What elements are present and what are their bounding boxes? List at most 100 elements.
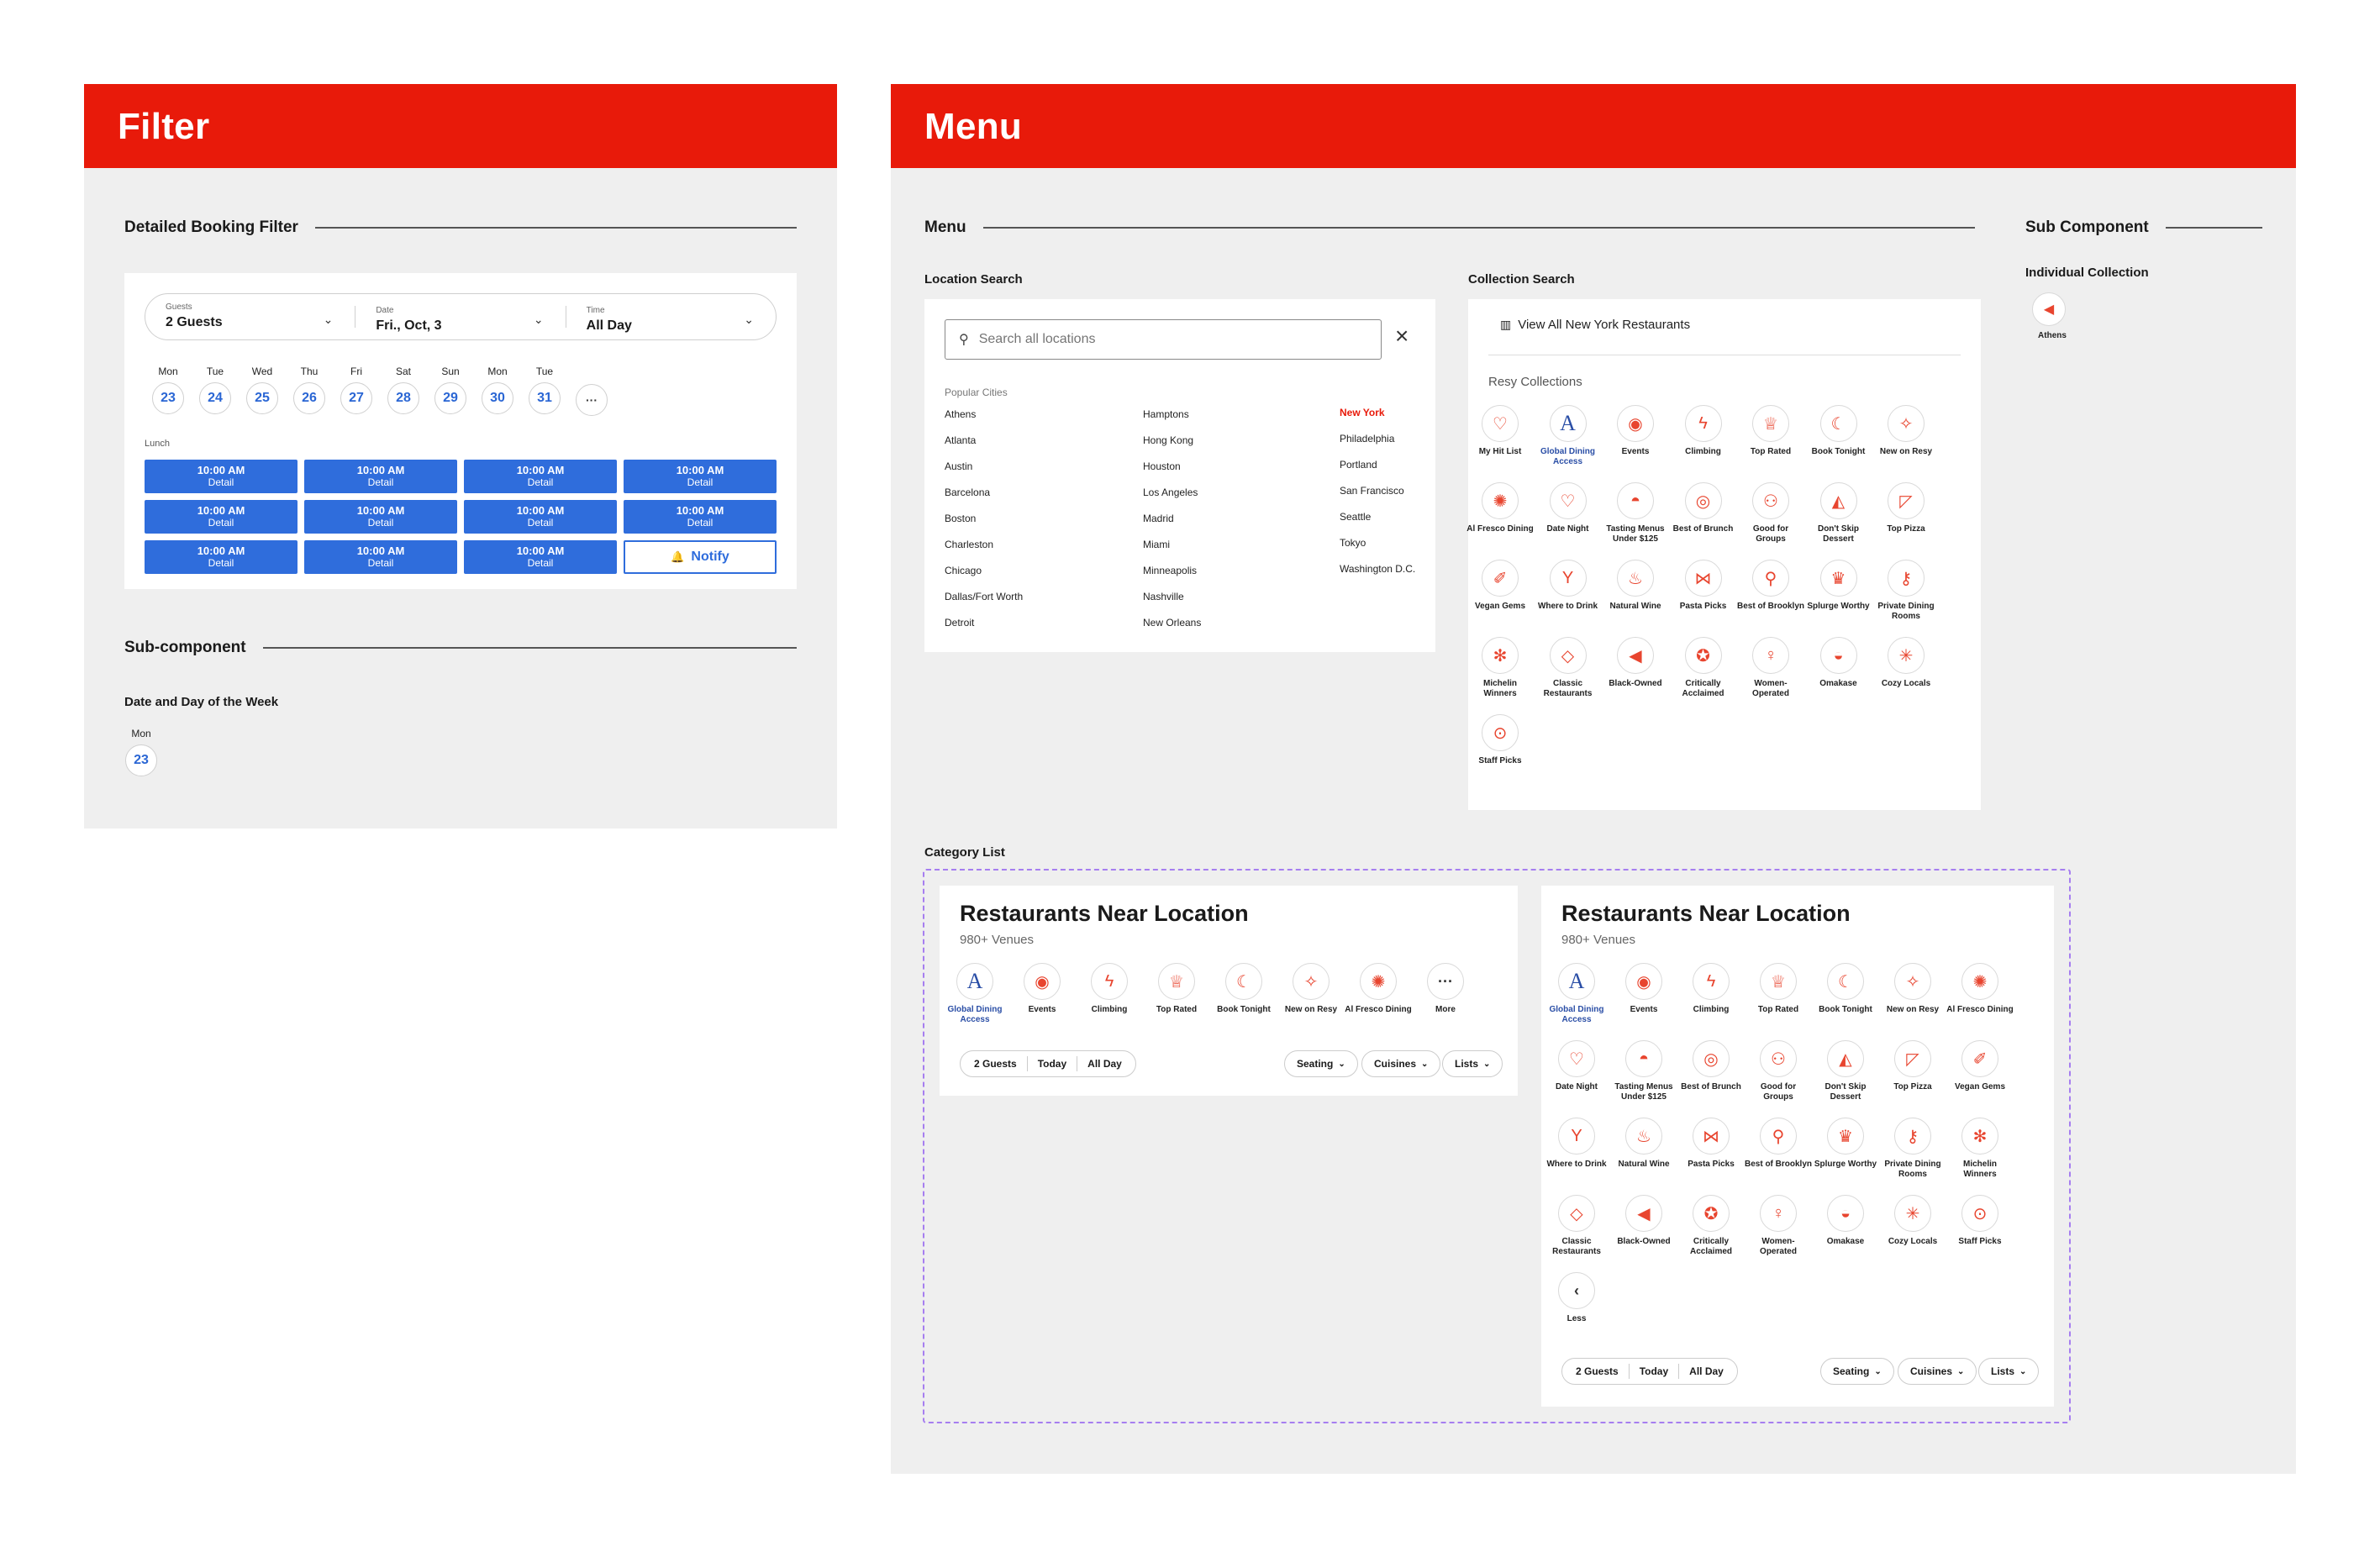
pill-today[interactable]: Today [1026, 1056, 1077, 1071]
day-item[interactable]: Wed 25 [239, 366, 286, 416]
collection-item-new-on-resy[interactable]: ✧ New on Resy [1277, 963, 1345, 1015]
cuisines-dropdown[interactable]: Cuisines ⌄ [1361, 1050, 1441, 1077]
cuisines-dropdown[interactable]: Cuisines ⌄ [1898, 1358, 1977, 1385]
pill-2-guests[interactable]: 2 Guests [974, 1058, 1017, 1070]
day-item[interactable]: Sat 28 [380, 366, 427, 416]
collection-item-critically-acclaimed[interactable]: ✪ Critically Acclaimed [1677, 1195, 1745, 1257]
collection-item-private-dining-rooms[interactable]: ⚷ Private Dining Rooms [1879, 1118, 1946, 1180]
collection-item-new-on-resy[interactable]: ✧ New on Resy [1872, 405, 1940, 457]
collection-item-women-operated[interactable]: ♀ Women-Operated [1745, 1195, 1812, 1257]
collection-item-events[interactable]: ◉ Events [1602, 405, 1669, 457]
city-link-athens[interactable]: Athens [945, 408, 977, 420]
collection-item-where-to-drink[interactable]: Y Where to Drink [1543, 1118, 1610, 1170]
collection-item-book-tonight[interactable]: ☾ Book Tonight [1812, 963, 1879, 1015]
date-select[interactable]: Date Fri., Oct, 3 ⌄ [355, 306, 565, 333]
city-link-boston[interactable]: Boston [945, 513, 977, 524]
time-select[interactable]: Time All Day ⌄ [565, 306, 776, 333]
collection-item-new-on-resy[interactable]: ✧ New on Resy [1879, 963, 1946, 1015]
collection-item-omakase[interactable]: ◒ Omakase [1812, 1195, 1879, 1247]
day-item[interactable]: Fri 27 [333, 366, 380, 416]
day-item[interactable]: Tue 31 [521, 366, 568, 416]
time-slot-button[interactable]: 10:00 AM Detail [304, 460, 457, 493]
reservation-pills[interactable]: 2 Guests Today All Day [1561, 1358, 1738, 1385]
collection-item-top-rated[interactable]: ♕ Top Rated [1737, 405, 1804, 457]
collection-item-al-fresco-dining[interactable]: ✺ Al Fresco Dining [1466, 482, 1534, 534]
collection-item-book-tonight[interactable]: ☾ Book Tonight [1805, 405, 1872, 457]
collection-item-good-for-groups[interactable]: ⚇ Good for Groups [1745, 1040, 1812, 1102]
more-days-button[interactable]: ··· [568, 366, 615, 416]
time-slot-button[interactable]: 10:00 AM Detail [464, 460, 617, 493]
collection-item-events[interactable]: ◉ Events [1008, 963, 1076, 1015]
collection-item-date-night[interactable]: ♡ Date Night [1535, 482, 1602, 534]
city-link-tokyo[interactable]: Tokyo [1340, 537, 1366, 549]
pill-all-day[interactable]: All Day [1077, 1056, 1132, 1071]
collection-item-best-of-brunch[interactable]: ◎ Best of Brunch [1670, 482, 1737, 534]
collection-item-black-owned[interactable]: ◀ Black-Owned [1610, 1195, 1677, 1247]
time-slot-button[interactable]: 10:00 AM Detail [304, 540, 457, 574]
location-search-box[interactable]: ⚲ [945, 319, 1382, 360]
collection-item-top-rated[interactable]: ♕ Top Rated [1745, 963, 1812, 1015]
collection-item-good-for-groups[interactable]: ⚇ Good for Groups [1737, 482, 1804, 544]
city-link-portland[interactable]: Portland [1340, 459, 1377, 471]
collection-item-private-dining-rooms[interactable]: ⚷ Private Dining Rooms [1872, 560, 1940, 622]
day-item[interactable]: Tue 24 [192, 366, 239, 416]
time-slot-button[interactable]: 10:00 AM Detail [145, 540, 298, 574]
day-item[interactable]: Mon 23 [145, 366, 192, 416]
collection-item-pasta-picks[interactable]: ⋈ Pasta Picks [1677, 1118, 1745, 1170]
city-link-miami[interactable]: Miami [1143, 539, 1170, 550]
time-slot-button[interactable]: 10:00 AM Detail [624, 500, 777, 534]
time-slot-button[interactable]: 10:00 AM Detail [624, 460, 777, 493]
collection-item-more[interactable]: ··· More [1412, 963, 1479, 1015]
time-slot-button[interactable]: 10:00 AM Detail [304, 500, 457, 534]
pill-all-day[interactable]: All Day [1678, 1364, 1734, 1379]
collection-item-climbing[interactable]: ϟ Climbing [1677, 963, 1745, 1015]
city-link-los-angeles[interactable]: Los Angeles [1143, 487, 1198, 498]
city-link-washington-d-c[interactable]: Washington D.C. [1340, 563, 1416, 575]
collection-item-don-t-skip-dessert[interactable]: ◭ Don't Skip Dessert [1812, 1040, 1879, 1102]
collection-item-athens[interactable]: ◀ Athens [2025, 292, 2093, 341]
city-link-chicago[interactable]: Chicago [945, 565, 982, 576]
city-link-madrid[interactable]: Madrid [1143, 513, 1174, 524]
collection-item-global-dining-access[interactable]: A Global Dining Access [941, 963, 1008, 1025]
city-link-nashville[interactable]: Nashville [1143, 591, 1184, 602]
collection-item-best-of-brooklyn[interactable]: ⚲ Best of Brooklyn [1745, 1118, 1812, 1170]
city-link-minneapolis[interactable]: Minneapolis [1143, 565, 1198, 576]
collection-item-top-pizza[interactable]: ◸ Top Pizza [1879, 1040, 1946, 1092]
collection-item-splurge-worthy[interactable]: ♛ Splurge Worthy [1805, 560, 1872, 612]
sub-day-item[interactable]: Mon 23 [118, 728, 165, 776]
day-item[interactable]: Thu 26 [286, 366, 333, 416]
city-link-atlanta[interactable]: Atlanta [945, 434, 977, 446]
collection-item-critically-acclaimed[interactable]: ✪ Critically Acclaimed [1670, 637, 1737, 699]
city-link-hamptons[interactable]: Hamptons [1143, 408, 1189, 420]
city-link-dallas-fort-worth[interactable]: Dallas/Fort Worth [945, 591, 1024, 602]
collection-item-global-dining-access[interactable]: A Global Dining Access [1543, 963, 1610, 1025]
collection-item-classic-restaurants[interactable]: ◇ Classic Restaurants [1543, 1195, 1610, 1257]
seating-dropdown[interactable]: Seating ⌄ [1820, 1358, 1894, 1385]
collection-item-pasta-picks[interactable]: ⋈ Pasta Picks [1670, 560, 1737, 612]
city-link-new-orleans[interactable]: New Orleans [1143, 617, 1202, 629]
time-slot-button[interactable]: 10:00 AM Detail [464, 540, 617, 574]
collection-item-natural-wine[interactable]: ♨ Natural Wine [1610, 1118, 1677, 1170]
collection-item-climbing[interactable]: ϟ Climbing [1670, 405, 1737, 457]
collection-item-splurge-worthy[interactable]: ♛ Splurge Worthy [1812, 1118, 1879, 1170]
collection-item-events[interactable]: ◉ Events [1610, 963, 1677, 1015]
collection-item-cozy-locals[interactable]: ✳ Cozy Locals [1879, 1195, 1946, 1247]
time-slot-button[interactable]: 10:00 AM Detail [464, 500, 617, 534]
city-link-charleston[interactable]: Charleston [945, 539, 994, 550]
notify-button[interactable]: 🔔 Notify [624, 540, 777, 574]
reservation-pills[interactable]: 2 Guests Today All Day [960, 1050, 1136, 1077]
city-link-detroit[interactable]: Detroit [945, 617, 975, 629]
collection-item-top-pizza[interactable]: ◸ Top Pizza [1872, 482, 1940, 534]
city-link-hong-kong[interactable]: Hong Kong [1143, 434, 1194, 446]
collection-item-climbing[interactable]: ϟ Climbing [1076, 963, 1143, 1015]
collection-item-women-operated[interactable]: ♀ Women-Operated [1737, 637, 1804, 699]
collection-item-michelin-winners[interactable]: ✻ Michelin Winners [1946, 1118, 2014, 1180]
collection-item-classic-restaurants[interactable]: ◇ Classic Restaurants [1535, 637, 1602, 699]
collection-item-black-owned[interactable]: ◀ Black-Owned [1602, 637, 1669, 689]
collection-item-my-hit-list[interactable]: ♡ My Hit List [1466, 405, 1534, 457]
collection-item-book-tonight[interactable]: ☾ Book Tonight [1210, 963, 1277, 1015]
time-slot-button[interactable]: 10:00 AM Detail [145, 500, 298, 534]
collection-item-top-rated[interactable]: ♕ Top Rated [1143, 963, 1210, 1015]
city-link-new-york[interactable]: New York [1340, 407, 1385, 418]
collection-item-omakase[interactable]: ◒ Omakase [1805, 637, 1872, 689]
